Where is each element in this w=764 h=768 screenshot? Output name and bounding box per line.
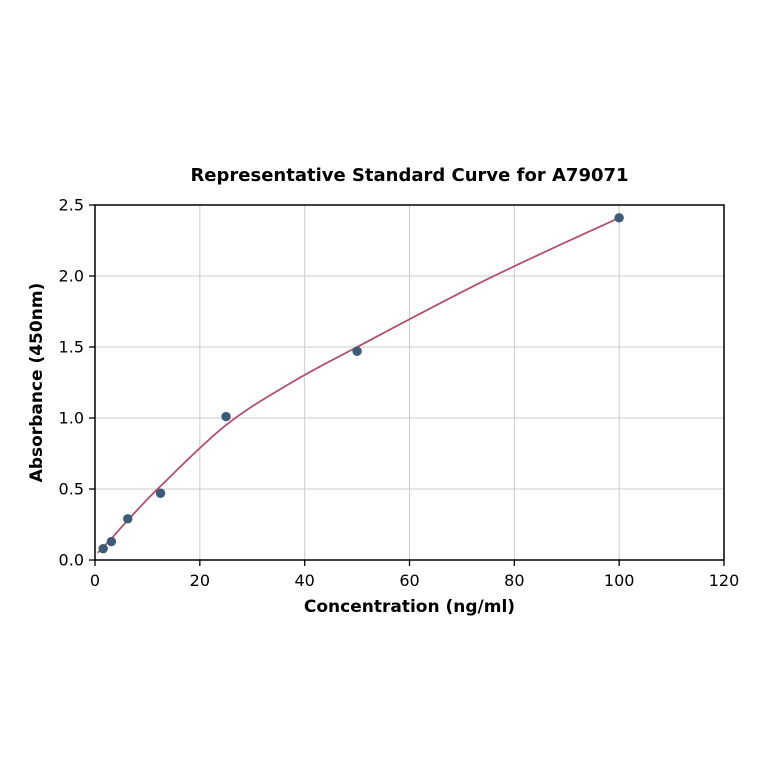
svg-text:0.5: 0.5: [59, 480, 84, 499]
chart-title: Representative Standard Curve for A79071: [190, 165, 628, 186]
svg-text:100: 100: [604, 571, 635, 590]
axis-ticks: [89, 204, 725, 566]
svg-text:1.5: 1.5: [59, 338, 84, 357]
y-axis-label: Absorbance (450nm): [27, 283, 47, 483]
data-points: [98, 213, 624, 554]
svg-text:60: 60: [399, 571, 419, 590]
svg-text:2.5: 2.5: [59, 196, 84, 215]
svg-text:2.0: 2.0: [59, 267, 84, 286]
svg-text:0: 0: [90, 571, 100, 590]
svg-text:0.0: 0.0: [59, 551, 84, 570]
svg-text:120: 120: [709, 571, 740, 590]
x-axis-label: Concentration (ng/ml): [304, 597, 515, 617]
svg-text:40: 40: [294, 571, 314, 590]
grid-lines: [94, 204, 725, 561]
fitted-curve: [96, 216, 620, 554]
tick-labels: 0 20 40 60 80 100 120 0.0 0.5 1.0 1.5 2.0 2.5: [59, 196, 740, 591]
svg-text:20: 20: [190, 571, 210, 590]
svg-text:80: 80: [504, 571, 524, 590]
svg-text:1.0: 1.0: [59, 409, 84, 428]
